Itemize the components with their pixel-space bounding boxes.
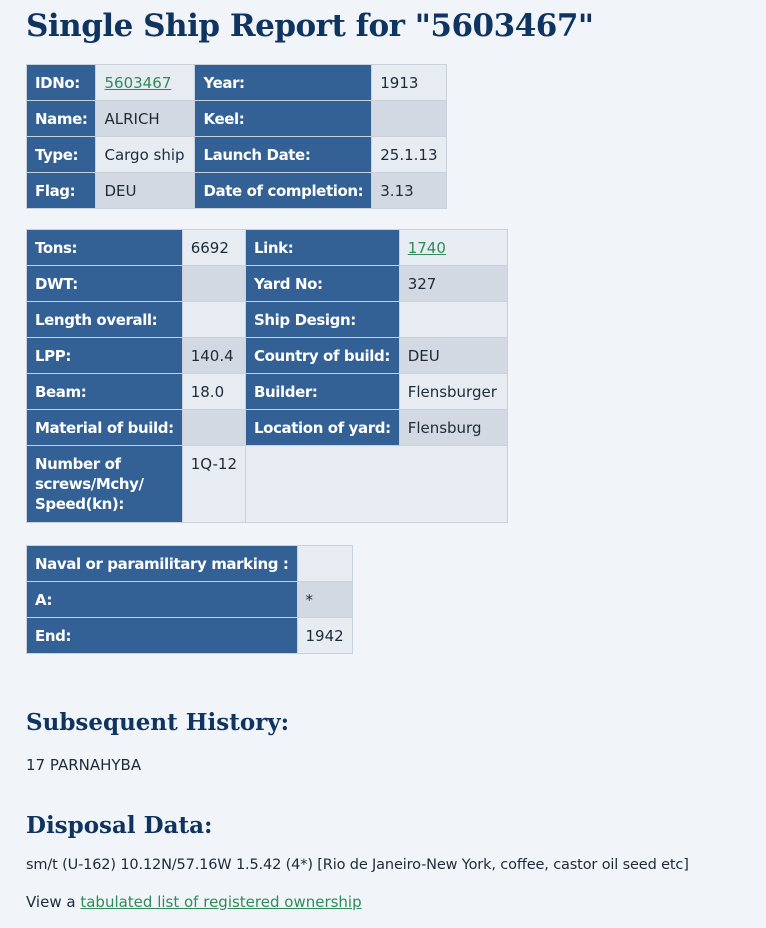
- idno-value: 5603467: [95, 64, 196, 101]
- link-value: 1740: [398, 229, 508, 266]
- link-label: Link:: [245, 229, 400, 266]
- table-row: Material of build: Location of yard: Fle…: [26, 409, 508, 446]
- country-of-build-label: Country of build:: [245, 337, 400, 374]
- table-row: Length overall: Ship Design:: [26, 301, 508, 338]
- naval-marking-label: Naval or paramilitary marking :: [26, 545, 298, 582]
- lpp-label: LPP:: [26, 337, 183, 374]
- screws-label: Number of screws/Mchy/ Speed(kn):: [26, 445, 183, 523]
- screws-label-line: screws/Mchy/: [35, 475, 144, 493]
- naval-marking-value: [296, 545, 353, 582]
- ship-design-value: [398, 301, 508, 338]
- location-of-yard-value: Flensburg: [398, 409, 508, 446]
- builder-value: Flensburger: [398, 373, 508, 410]
- table-row: LPP: 140.4 Country of build: DEU: [26, 337, 508, 374]
- screws-label-line: Speed(kn):: [35, 495, 124, 513]
- table-row: End: 1942: [26, 617, 353, 654]
- location-of-yard-label: Location of yard:: [245, 409, 400, 446]
- builder-link[interactable]: 1740: [407, 238, 446, 257]
- material-of-build-label: Material of build:: [26, 409, 183, 446]
- material-of-build-value: [181, 409, 247, 446]
- subsequent-history-heading: Subsequent History:: [26, 709, 290, 736]
- end-label: End:: [26, 617, 298, 654]
- dwt-label: DWT:: [26, 265, 183, 302]
- flag-value: DEU: [95, 172, 196, 209]
- screws-label-line: Number of: [35, 455, 121, 473]
- table-row: Beam: 18.0 Builder: Flensburger: [26, 373, 508, 410]
- idno-label: IDNo:: [25, 64, 97, 101]
- yard-no-value: 327: [398, 265, 508, 302]
- disposal-data-heading: Disposal Data:: [26, 812, 213, 839]
- table-row: DWT: Yard No: 327: [26, 265, 508, 302]
- screws-value: 1Q-12: [181, 445, 247, 523]
- a-label: A:: [26, 581, 298, 618]
- launch-date-value: 25.1.13: [371, 136, 447, 173]
- table-row: Number of screws/Mchy/ Speed(kn): 1Q-12: [26, 445, 508, 523]
- naval-marking-table: Naval or paramilitary marking : A: * End…: [26, 545, 353, 654]
- ship-dimensions-table: Tons: 6692 Link: 1740 DWT: Yard No: 327 …: [26, 229, 508, 523]
- ownership-prefix: View a: [26, 893, 76, 911]
- lpp-value: 140.4: [181, 337, 247, 374]
- tons-value: 6692: [181, 229, 247, 266]
- yard-no-label: Yard No:: [245, 265, 400, 302]
- empty-cell: [245, 445, 508, 523]
- keel-value: [371, 100, 447, 137]
- table-row: Type: Cargo ship Launch Date: 25.1.13: [25, 136, 447, 173]
- a-value: *: [296, 581, 353, 618]
- table-row: IDNo: 5603467 Year: 1913: [25, 64, 447, 101]
- subsequent-history-text: 17 PARNAHYBA: [26, 756, 142, 774]
- length-overall-label: Length overall:: [26, 301, 183, 338]
- idno-link[interactable]: 5603467: [104, 73, 172, 92]
- year-label: Year:: [194, 64, 373, 101]
- ship-design-label: Ship Design:: [245, 301, 400, 338]
- table-row: Naval or paramilitary marking :: [26, 545, 353, 582]
- ship-basic-info-table: IDNo: 5603467 Year: 1913 Name: ALRICH Ke…: [25, 64, 447, 209]
- table-row: Tons: 6692 Link: 1740: [26, 229, 508, 266]
- page-title: Single Ship Report for "5603467": [26, 8, 594, 44]
- disposal-data-text: sm/t (U-162) 10.12N/57.16W 1.5.42 (4*) […: [26, 857, 689, 873]
- tons-label: Tons:: [26, 229, 183, 266]
- year-value: 1913: [371, 64, 447, 101]
- name-value: ALRICH: [95, 100, 196, 137]
- completion-date-value: 3.13: [371, 172, 447, 209]
- type-value: Cargo ship: [95, 136, 196, 173]
- flag-label: Flag:: [25, 172, 97, 209]
- type-label: Type:: [25, 136, 97, 173]
- length-overall-value: [181, 301, 247, 338]
- launch-date-label: Launch Date:: [194, 136, 373, 173]
- table-row: A: *: [26, 581, 353, 618]
- builder-label: Builder:: [245, 373, 400, 410]
- table-row: Name: ALRICH Keel:: [25, 100, 447, 137]
- end-value: 1942: [296, 617, 353, 654]
- dwt-value: [181, 265, 247, 302]
- keel-label: Keel:: [194, 100, 373, 137]
- table-row: Flag: DEU Date of completion: 3.13: [25, 172, 447, 209]
- beam-label: Beam:: [26, 373, 183, 410]
- name-label: Name:: [25, 100, 97, 137]
- country-of-build-value: DEU: [398, 337, 508, 374]
- completion-date-label: Date of completion:: [194, 172, 373, 209]
- ownership-line: View a tabulated list of registered owne…: [26, 893, 362, 911]
- beam-value: 18.0: [181, 373, 247, 410]
- ownership-link[interactable]: tabulated list of registered ownership: [80, 893, 362, 911]
